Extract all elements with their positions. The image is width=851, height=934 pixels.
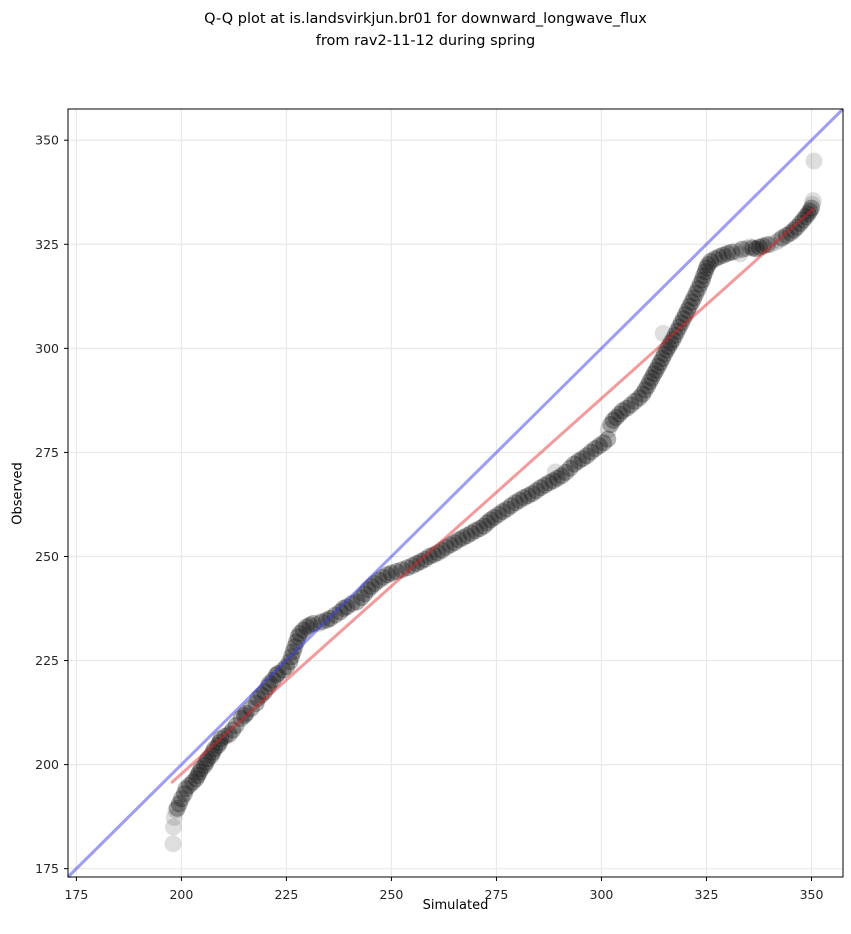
y-tick-labels: 175 200 225 250 275 300 325 350 bbox=[35, 133, 59, 876]
svg-text:225: 225 bbox=[35, 653, 59, 668]
svg-text:200: 200 bbox=[169, 887, 193, 902]
svg-text:300: 300 bbox=[35, 341, 59, 356]
svg-text:300: 300 bbox=[590, 887, 614, 902]
chart-subtitle: from rav2-11-12 during spring bbox=[315, 33, 536, 49]
svg-text:175: 175 bbox=[35, 861, 59, 876]
plot-border bbox=[67, 108, 844, 878]
svg-text:325: 325 bbox=[695, 887, 719, 902]
svg-text:225: 225 bbox=[274, 887, 298, 902]
one-to-one-line bbox=[66, 107, 845, 879]
x-axis-ticks bbox=[75, 877, 812, 881]
y-axis-ticks bbox=[64, 139, 68, 870]
svg-text:350: 350 bbox=[35, 133, 59, 148]
gridlines bbox=[68, 109, 843, 877]
chart-title: Q-Q plot at is.landsvirkjun.br01 for dow… bbox=[204, 11, 647, 27]
svg-text:175: 175 bbox=[64, 887, 88, 902]
y-axis-label: Observed bbox=[10, 462, 26, 525]
svg-text:250: 250 bbox=[380, 887, 404, 902]
svg-text:275: 275 bbox=[485, 887, 509, 902]
x-tick-labels: 175 200 225 250 275 300 325 350 bbox=[64, 887, 823, 902]
svg-text:325: 325 bbox=[35, 237, 59, 252]
svg-text:200: 200 bbox=[35, 757, 59, 772]
svg-text:275: 275 bbox=[35, 445, 59, 460]
svg-text:250: 250 bbox=[35, 549, 59, 564]
scatter-points bbox=[164, 152, 823, 853]
x-axis-label: Simulated bbox=[422, 898, 489, 913]
svg-text:350: 350 bbox=[800, 887, 824, 902]
chart-title-block: Q-Q plot at is.landsvirkjun.br01 for dow… bbox=[0, 8, 851, 52]
regression-line bbox=[170, 207, 816, 784]
